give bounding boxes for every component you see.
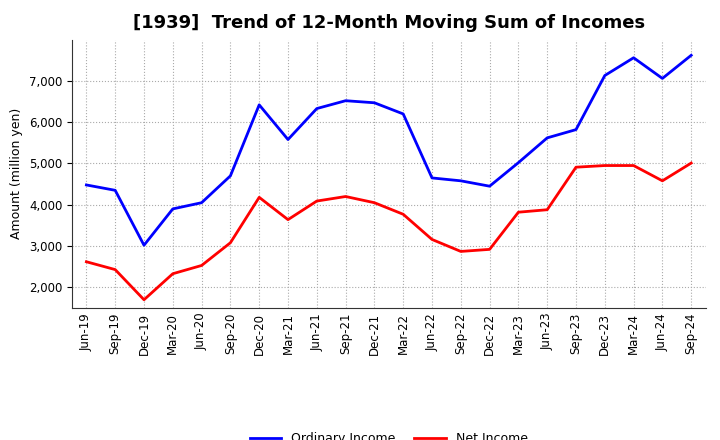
Ordinary Income [658, 76, 667, 81]
Net Income [82, 259, 91, 264]
Ordinary Income [456, 178, 465, 183]
Ordinary Income [370, 100, 379, 106]
Ordinary Income [572, 127, 580, 132]
Line: Net Income: Net Income [86, 163, 691, 300]
Ordinary Income [284, 137, 292, 142]
Net Income [312, 198, 321, 204]
Ordinary Income [600, 73, 609, 78]
Y-axis label: Amount (million yen): Amount (million yen) [10, 108, 23, 239]
Ordinary Income [514, 160, 523, 165]
Net Income [456, 249, 465, 254]
Net Income [399, 212, 408, 217]
Net Income [370, 200, 379, 205]
Ordinary Income [341, 98, 350, 103]
Net Income [687, 161, 696, 166]
Line: Ordinary Income: Ordinary Income [86, 55, 691, 245]
Ordinary Income [629, 55, 638, 60]
Net Income [140, 297, 148, 302]
Legend: Ordinary Income, Net Income: Ordinary Income, Net Income [245, 427, 533, 440]
Net Income [255, 194, 264, 200]
Title: [1939]  Trend of 12-Month Moving Sum of Incomes: [1939] Trend of 12-Month Moving Sum of I… [132, 15, 645, 33]
Ordinary Income [312, 106, 321, 111]
Net Income [197, 263, 206, 268]
Net Income [629, 163, 638, 168]
Net Income [226, 240, 235, 246]
Ordinary Income [687, 53, 696, 58]
Net Income [341, 194, 350, 199]
Ordinary Income [543, 135, 552, 140]
Net Income [600, 163, 609, 168]
Ordinary Income [226, 173, 235, 179]
Ordinary Income [255, 102, 264, 107]
Ordinary Income [140, 242, 148, 248]
Net Income [168, 271, 177, 276]
Net Income [284, 217, 292, 222]
Ordinary Income [82, 182, 91, 187]
Net Income [428, 237, 436, 242]
Net Income [658, 178, 667, 183]
Ordinary Income [168, 206, 177, 212]
Net Income [572, 165, 580, 170]
Net Income [111, 267, 120, 272]
Ordinary Income [485, 183, 494, 189]
Net Income [485, 247, 494, 252]
Ordinary Income [197, 200, 206, 205]
Ordinary Income [428, 175, 436, 180]
Ordinary Income [111, 188, 120, 193]
Net Income [543, 207, 552, 213]
Ordinary Income [399, 111, 408, 117]
Net Income [514, 209, 523, 215]
